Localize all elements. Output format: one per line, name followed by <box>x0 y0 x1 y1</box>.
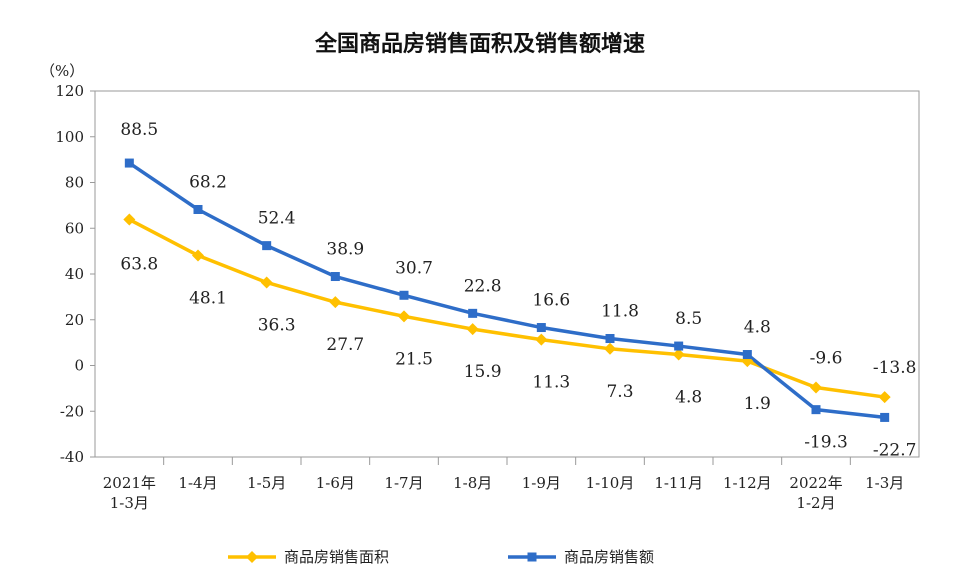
y-tick-label: -40 <box>60 448 84 466</box>
data-point <box>330 272 340 282</box>
data-point <box>192 249 204 262</box>
data-labels: 63.8 88.5 48.1 68.2 36.3 52.4 27.7 38.9 21.5 30.7… <box>120 120 916 460</box>
x-tick-label: 1-3月 <box>865 474 904 492</box>
series-line-1 <box>128 161 885 420</box>
legend-label: 商品房销售面积 <box>284 548 389 566</box>
data-label: 11.8 <box>601 302 639 322</box>
data-point <box>880 412 890 422</box>
data-label: 4.8 <box>675 388 702 408</box>
y-tick-label: 80 <box>65 174 84 192</box>
data-point <box>810 381 822 394</box>
data-point <box>674 341 684 351</box>
y-tick-label: 60 <box>65 219 84 237</box>
data-label: -19.3 <box>804 433 848 453</box>
x-tick-label: 2021年 1-3月 <box>103 474 156 512</box>
x-tick-label: 1-8月 <box>453 474 492 492</box>
data-label: 48.1 <box>189 288 227 308</box>
data-label: 8.5 <box>675 309 702 329</box>
data-label: 30.7 <box>395 258 433 278</box>
data-point <box>672 348 685 361</box>
x-tick-label: 1-12月 <box>723 474 772 492</box>
data-label: 63.8 <box>120 255 158 275</box>
legend-swatch-marker <box>246 551 258 563</box>
data-point <box>536 323 546 333</box>
data-label: -22.7 <box>873 440 917 460</box>
data-label: 16.6 <box>532 291 570 311</box>
data-point <box>466 323 479 336</box>
data-point <box>398 310 410 323</box>
data-label: 27.7 <box>326 335 364 355</box>
y-tick-label: 120 <box>55 82 84 100</box>
x-tick-label: 1-7月 <box>384 474 423 492</box>
legend-label: 商品房销售额 <box>564 548 654 566</box>
data-point <box>260 276 273 289</box>
data-point <box>605 334 615 344</box>
data-point <box>329 296 342 309</box>
series-lines <box>128 161 885 420</box>
chart-title: 全国商品房销售面积及销售额增速 <box>314 32 645 57</box>
x-tick-label: 1-6月 <box>316 474 355 492</box>
y-tick-label: 0 <box>74 357 84 375</box>
x-tick-label: 1-5月 <box>247 474 286 492</box>
series-markers <box>123 158 891 422</box>
data-point <box>535 333 548 346</box>
x-tick-label: 1-4月 <box>178 474 217 492</box>
data-point <box>742 350 752 360</box>
data-label: 22.8 <box>464 276 502 296</box>
y-axis-ticks: 120 100 80 60 40 20 0 -20 -40 <box>55 82 95 466</box>
x-axis-ticks: 2021年 1-3月 1-4月 1-5月 1-6月 1-7月 1-8月 1-9月 1-10月 1-… <box>103 457 904 512</box>
data-label: 88.5 <box>120 120 158 140</box>
y-tick-label: 40 <box>65 265 84 283</box>
data-label: 36.3 <box>258 315 296 335</box>
x-tick-label: 1-9月 <box>522 474 561 492</box>
data-point <box>399 290 409 300</box>
x-tick-label: 1-10月 <box>586 474 635 492</box>
data-label: 1.9 <box>744 394 771 414</box>
data-point <box>811 405 821 415</box>
data-label: 52.4 <box>258 209 296 229</box>
data-label: 7.3 <box>606 382 633 402</box>
data-point <box>604 342 616 355</box>
data-point <box>262 241 272 251</box>
legend-swatch-marker <box>527 552 537 562</box>
data-label: -13.8 <box>873 358 917 378</box>
y-tick-label: -20 <box>60 402 84 420</box>
y-tick-label: 20 <box>65 311 84 329</box>
y-tick-label: 100 <box>55 128 84 146</box>
legend: 商品房销售面积 商品房销售额 <box>228 548 654 566</box>
series-line-0 <box>128 218 885 399</box>
data-label: 68.2 <box>189 172 227 192</box>
data-point <box>193 204 203 214</box>
plot-area-frame <box>94 90 920 458</box>
data-label: 21.5 <box>395 349 433 369</box>
data-label: 11.3 <box>532 373 570 393</box>
y-axis-unit: （%） <box>40 62 84 80</box>
data-label: 15.9 <box>464 362 502 382</box>
x-tick-label: 2022年 1-2月 <box>789 474 842 512</box>
data-point <box>123 213 136 226</box>
x-tick-label: 1-11月 <box>654 474 703 492</box>
data-label: 38.9 <box>326 240 364 260</box>
data-label: 4.8 <box>744 318 771 338</box>
data-point <box>878 391 891 404</box>
data-point <box>124 158 134 168</box>
data-point <box>468 308 478 318</box>
data-label: -9.6 <box>810 348 843 368</box>
